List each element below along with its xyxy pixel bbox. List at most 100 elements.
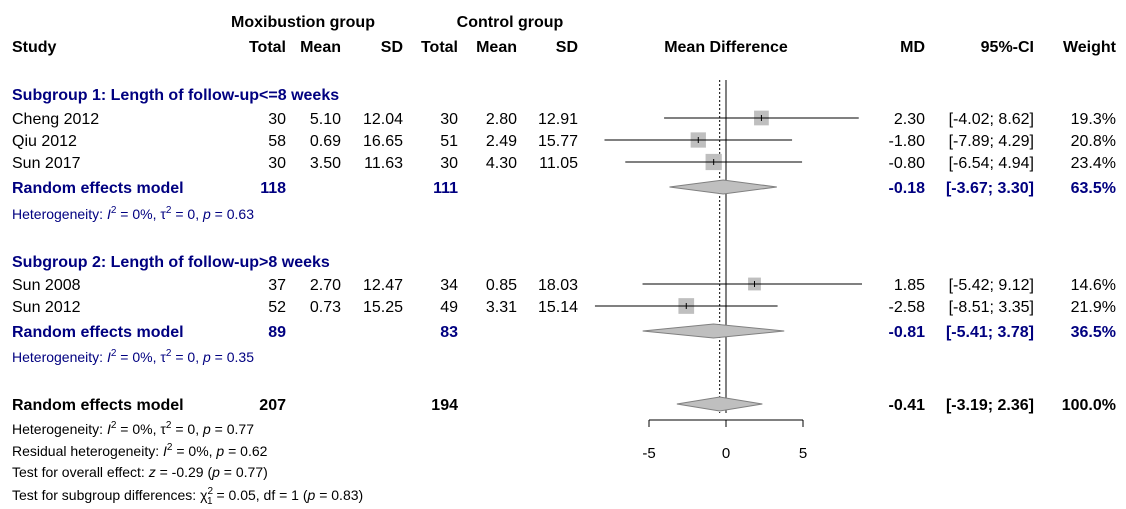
header-c-sd: SD bbox=[556, 39, 578, 56]
cell-c-total: 30 bbox=[440, 155, 458, 172]
cell-ci: [-8.51; 3.35] bbox=[949, 299, 1034, 316]
cell-md: -2.58 bbox=[889, 299, 926, 316]
cell-c-mean: 2.80 bbox=[486, 111, 517, 128]
cell-c-sd: 11.05 bbox=[539, 155, 578, 172]
superscript: 2 bbox=[166, 420, 172, 431]
tau2-value: = 0, bbox=[171, 206, 203, 222]
cell-c-sd: 15.14 bbox=[538, 299, 578, 316]
pooled-ci: [-3.19; 2.36] bbox=[946, 397, 1034, 414]
i2-value: = 0%, bbox=[116, 421, 160, 437]
superscript: 2 bbox=[111, 348, 117, 359]
cell-e-total: 37 bbox=[268, 277, 286, 294]
overall-effect-label: Test for overall effect: bbox=[12, 464, 149, 480]
tau2-value: = 0, bbox=[171, 421, 203, 437]
i2-value: = 0%, bbox=[172, 443, 216, 459]
tau-symbol: τ bbox=[160, 421, 166, 437]
pooled-weight: 36.5% bbox=[1071, 324, 1116, 341]
p-value: = 0.77 bbox=[211, 421, 254, 437]
forest-body: Subgroup 1: Length of follow-up<=8 weeks… bbox=[12, 80, 1116, 507]
cell-e-sd: 16.65 bbox=[363, 133, 403, 150]
cell-c-total: 34 bbox=[440, 277, 458, 294]
p-symbol: p bbox=[202, 349, 211, 365]
i-symbol: I bbox=[107, 421, 111, 437]
pooled-c-total: 83 bbox=[440, 324, 458, 341]
superscript: 2 bbox=[111, 420, 117, 431]
cell-e-sd: 12.47 bbox=[363, 277, 403, 294]
cell-ci: [-5.42; 9.12] bbox=[949, 277, 1034, 294]
cell-e-sd: 11.63 bbox=[364, 155, 403, 172]
overall-effect-test: Test for overall effect: z = -0.29 (p = … bbox=[12, 464, 268, 480]
p-value: = 0.62 bbox=[224, 443, 267, 459]
superscript: 2 bbox=[207, 486, 213, 497]
heterogeneity-text: Residual heterogeneity: I2 = 0%, p = 0.6… bbox=[12, 442, 268, 459]
pooled-md: -0.41 bbox=[889, 397, 926, 414]
cell-e-total: 58 bbox=[268, 133, 286, 150]
cell-e-total: 52 bbox=[268, 299, 286, 316]
cell-c-sd: 15.77 bbox=[538, 133, 578, 150]
cell-c-mean: 2.49 bbox=[486, 133, 517, 150]
cell-e-mean: 2.70 bbox=[310, 277, 341, 294]
heterogeneity-text: Heterogeneity: I2 = 0%, τ2 = 0, p = 0.35 bbox=[12, 348, 254, 365]
study-name: Sun 2017 bbox=[12, 155, 81, 172]
chi-symbol: χ bbox=[200, 487, 208, 503]
cell-e-total: 30 bbox=[268, 155, 286, 172]
pooled-e-total: 89 bbox=[268, 324, 286, 341]
pooled-md: -0.81 bbox=[889, 324, 926, 341]
pooled-c-total: 111 bbox=[433, 180, 458, 197]
subgroup-title: Subgroup 1: Length of follow-up<=8 weeks bbox=[12, 87, 339, 104]
study-name: Cheng 2012 bbox=[12, 111, 99, 128]
cell-c-total: 30 bbox=[440, 111, 458, 128]
superscript: 2 bbox=[166, 348, 172, 359]
heterogeneity-label: Heterogeneity: bbox=[12, 421, 107, 437]
pooled-label: Random effects model bbox=[12, 324, 184, 341]
header-c-mean: Mean bbox=[476, 39, 517, 56]
cell-md: -0.80 bbox=[889, 155, 926, 172]
z-value: = -0.29 ( bbox=[156, 464, 213, 480]
pooled-weight: 100.0% bbox=[1062, 397, 1116, 414]
subgroup-diff-label: Test for subgroup differences: bbox=[12, 487, 200, 503]
header-e-sd: SD bbox=[381, 39, 403, 56]
header-e-mean: Mean bbox=[300, 39, 341, 56]
heterogeneity-label: Heterogeneity: bbox=[12, 349, 107, 365]
cell-e-mean: 0.73 bbox=[310, 299, 341, 316]
cell-c-mean: 0.85 bbox=[486, 277, 517, 294]
study-name: Qiu 2012 bbox=[12, 133, 77, 150]
cell-c-mean: 4.30 bbox=[486, 155, 517, 172]
pooled-diamond bbox=[642, 323, 785, 339]
cell-e-mean: 3.50 bbox=[310, 155, 341, 172]
header-group2: Control group bbox=[457, 14, 564, 31]
cell-c-total: 51 bbox=[440, 133, 458, 150]
cell-ci: [-7.89; 4.29] bbox=[949, 133, 1034, 150]
p-symbol: p bbox=[202, 206, 211, 222]
header-c-total: Total bbox=[421, 39, 458, 56]
subscript: 1 bbox=[207, 496, 213, 507]
subgroup-differences-test: Test for subgroup differences: χ2 1 = 0.0… bbox=[12, 486, 363, 507]
pooled-weight: 63.5% bbox=[1071, 180, 1116, 197]
heterogeneity-text: Heterogeneity: I2 = 0%, τ2 = 0, p = 0.77 bbox=[12, 420, 254, 437]
i2-value: = 0%, bbox=[116, 349, 160, 365]
i2-value: = 0%, bbox=[116, 206, 160, 222]
cell-ci: [-6.54; 4.94] bbox=[949, 155, 1034, 172]
i-symbol: I bbox=[107, 206, 111, 222]
cell-c-total: 49 bbox=[440, 299, 458, 316]
pooled-diamond bbox=[676, 396, 763, 412]
pooled-md: -0.18 bbox=[889, 180, 926, 197]
p-symbol: p bbox=[307, 487, 316, 503]
cell-c-sd: 12.91 bbox=[538, 111, 578, 128]
superscript: 2 bbox=[111, 205, 117, 216]
study-name: Sun 2012 bbox=[12, 299, 81, 316]
cell-e-sd: 12.04 bbox=[363, 111, 403, 128]
cell-weight: 14.6% bbox=[1071, 277, 1116, 294]
p-symbol: p bbox=[211, 464, 220, 480]
pooled-e-total: 207 bbox=[259, 397, 286, 414]
p-value: = 0.63 bbox=[211, 206, 254, 222]
cell-md: 1.85 bbox=[894, 277, 925, 294]
heterogeneity-label: Residual heterogeneity: bbox=[12, 443, 163, 459]
p-symbol: p bbox=[215, 443, 224, 459]
cell-weight: 20.8% bbox=[1071, 133, 1116, 150]
pooled-label: Random effects model bbox=[12, 180, 184, 197]
x-tick-label: 0 bbox=[722, 445, 730, 462]
header-group1: Moxibustion group bbox=[231, 14, 375, 31]
tau-symbol: τ bbox=[160, 206, 166, 222]
